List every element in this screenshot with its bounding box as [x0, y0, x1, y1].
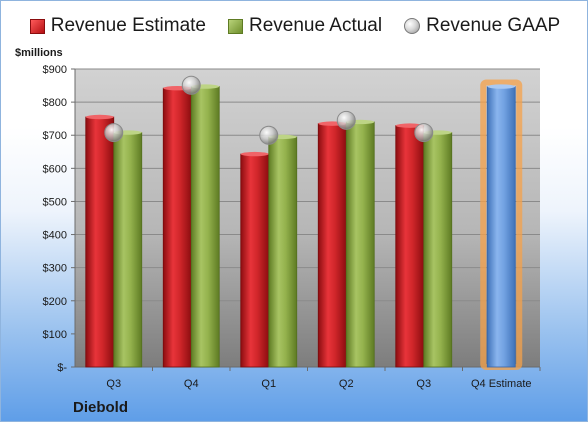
bar-estimate-top — [240, 151, 269, 157]
marker-gaap — [104, 123, 124, 143]
legend-label-actual: Revenue Actual — [249, 15, 383, 36]
marker-gaap — [336, 110, 356, 130]
y-tick-label: $900 — [43, 64, 67, 76]
legend-item-actual: Revenue Actual — [228, 15, 382, 37]
bar-estimate — [162, 87, 192, 368]
x-tick-label: Q3 — [106, 378, 121, 390]
company-name: Diebold — [73, 399, 128, 416]
x-tick-label: Q1 — [261, 378, 276, 390]
marker-gaap — [414, 123, 434, 143]
y-tick-label: $700 — [43, 130, 67, 142]
bar-actual — [345, 121, 375, 368]
marker-gaap — [259, 125, 279, 145]
x-tick-label: Q3 — [416, 378, 431, 390]
bar-actual — [268, 136, 298, 368]
bar-estimate-top — [85, 114, 114, 120]
y-tick-label: $800 — [43, 97, 67, 109]
x-tick-label: Q2 — [339, 378, 354, 390]
y-tick-label: $400 — [43, 230, 67, 242]
y-tick-label: $500 — [43, 196, 67, 208]
legend-swatch-estimate — [29, 18, 45, 34]
bar-actual — [190, 86, 220, 368]
legend: Revenue Estimate Revenue Actual Revenue … — [1, 15, 587, 37]
legend-swatch-gaap — [404, 18, 421, 34]
legend-item-gaap: Revenue GAAP — [404, 15, 560, 37]
y-tick-label: $100 — [43, 329, 67, 341]
y-tick-label: $300 — [43, 263, 67, 275]
y-tick-label: $200 — [43, 296, 67, 308]
bar-actual — [423, 132, 453, 368]
legend-label-estimate: Revenue Estimate — [50, 15, 206, 36]
legend-swatch-actual — [228, 18, 243, 34]
bar-actual — [113, 132, 143, 368]
marker-gaap — [181, 75, 201, 95]
x-tick-label: Q4 Estimate — [471, 378, 532, 390]
plot-area — [75, 69, 540, 367]
legend-item-estimate: Revenue Estimate — [29, 15, 206, 37]
y-axis-label: $millions — [15, 47, 63, 59]
y-tick-label: $- — [57, 362, 67, 374]
bar-estimate — [85, 116, 115, 368]
bar-estimate — [317, 123, 347, 368]
legend-label-gaap: Revenue GAAP — [426, 15, 561, 36]
bar-forecast-top — [487, 84, 516, 89]
bar-forecast — [486, 86, 516, 368]
y-tick-label: $600 — [43, 163, 67, 175]
bar-estimate — [240, 153, 270, 368]
bar-estimate — [395, 125, 425, 368]
x-tick-label: Q4 — [184, 378, 199, 390]
